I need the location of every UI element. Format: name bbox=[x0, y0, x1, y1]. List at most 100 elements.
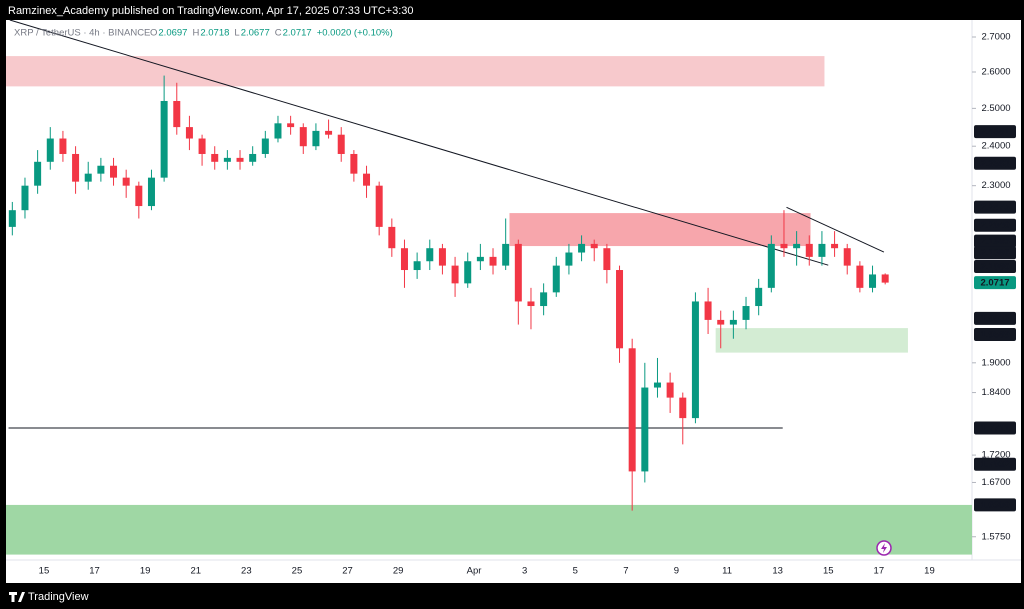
legend-value: 2.0677 bbox=[241, 28, 270, 39]
price-tag bbox=[974, 200, 1016, 214]
candle-body bbox=[578, 243, 586, 253]
candle-body bbox=[527, 301, 535, 307]
price-tag bbox=[974, 276, 1016, 290]
price-tag-label: 2.1665 bbox=[980, 236, 1010, 247]
symbol: XRP / TetherUS · 4h · BINANCE bbox=[14, 28, 150, 39]
x-tick-label: 27 bbox=[342, 566, 353, 577]
candle-body bbox=[717, 319, 725, 325]
x-tick-label: 15 bbox=[823, 566, 834, 577]
candle-body bbox=[110, 165, 118, 178]
candle-body bbox=[325, 130, 333, 135]
price-tag-label: 2.2475 bbox=[980, 202, 1010, 213]
candle-body bbox=[691, 301, 699, 419]
candle-body bbox=[185, 127, 193, 139]
candle-body bbox=[818, 243, 826, 257]
candle-body bbox=[59, 138, 67, 154]
x-tick-label: 29 bbox=[393, 566, 404, 577]
price-tag bbox=[974, 457, 1016, 471]
x-tick-label: Apr bbox=[467, 566, 482, 577]
candle-body bbox=[147, 177, 155, 207]
candle-body bbox=[780, 243, 788, 249]
x-tick-label: 17 bbox=[874, 566, 885, 577]
candle-body bbox=[666, 382, 674, 398]
y-tick-label: 2.5000 bbox=[981, 103, 1010, 114]
y-tick-label: 1.9000 bbox=[981, 357, 1010, 368]
legend-value: 2.0697 bbox=[158, 28, 187, 39]
candle-body bbox=[198, 138, 206, 154]
price-tag bbox=[974, 328, 1016, 342]
y-tick-label: 1.8400 bbox=[981, 387, 1010, 398]
price-tag-label: 2.4381 bbox=[980, 127, 1010, 138]
publisher: Ramzinex_Academy published on TradingVie… bbox=[8, 5, 414, 17]
candle-body bbox=[704, 301, 712, 320]
candle-body bbox=[856, 265, 864, 288]
price-tag bbox=[974, 498, 1016, 512]
legend-key: O bbox=[150, 28, 157, 39]
x-tick-label: 7 bbox=[623, 566, 628, 577]
price-tag-label: 2.1080 bbox=[980, 262, 1009, 273]
candle-body bbox=[767, 243, 775, 288]
price-tag bbox=[974, 311, 1016, 325]
legend-key: C bbox=[275, 28, 282, 39]
candle-body bbox=[476, 256, 484, 262]
candle-body bbox=[400, 248, 408, 271]
candle-body bbox=[299, 127, 307, 147]
candle-body bbox=[375, 185, 383, 227]
x-tick-label: 13 bbox=[772, 566, 783, 577]
candle-body bbox=[8, 210, 16, 227]
candle-body bbox=[337, 134, 345, 154]
price-tag-label: 1.6300 bbox=[980, 500, 1009, 511]
x-tick-label: 23 bbox=[241, 566, 252, 577]
candle-body bbox=[261, 138, 269, 154]
price-tag-label: 2.1396 bbox=[980, 248, 1009, 259]
candle-body bbox=[653, 382, 661, 388]
candle-body bbox=[438, 248, 446, 266]
price-tag-label: 1.7032 bbox=[980, 459, 1009, 470]
candle-body bbox=[843, 248, 851, 266]
zone bbox=[6, 504, 972, 555]
price-tag bbox=[974, 125, 1016, 139]
plot: 2.7000 2.6000 2.5000 2.4000 2.3000 1.9000 1.84… bbox=[6, 19, 1016, 577]
candle-body bbox=[755, 287, 763, 307]
candle-body bbox=[211, 153, 219, 162]
candle-body bbox=[312, 130, 320, 147]
candle-body bbox=[464, 261, 472, 284]
candle-body bbox=[831, 243, 839, 249]
candle-body bbox=[869, 274, 877, 288]
candle-body bbox=[679, 397, 687, 419]
price-tag-label: 2.3563 bbox=[980, 158, 1009, 169]
price-tag-label: 1.9932 bbox=[980, 313, 1009, 324]
candle-body bbox=[274, 123, 282, 139]
legend-value: 2.0718 bbox=[200, 28, 229, 39]
y-tick-label: 2.6000 bbox=[981, 67, 1010, 78]
candle-body bbox=[502, 243, 510, 266]
candle-body bbox=[805, 243, 813, 257]
price-tag bbox=[974, 218, 1016, 232]
candle-body bbox=[552, 265, 560, 293]
x-tick-label: 25 bbox=[292, 566, 303, 577]
logo-mark bbox=[9, 592, 25, 602]
price-tag bbox=[974, 156, 1016, 170]
candle-body bbox=[363, 173, 371, 186]
candle-body bbox=[34, 161, 42, 186]
candle-body bbox=[135, 185, 143, 207]
candle-body bbox=[603, 248, 611, 271]
candle-body bbox=[173, 100, 181, 128]
candle-body bbox=[160, 100, 168, 178]
x-tick-label: 9 bbox=[674, 566, 679, 577]
candle-body bbox=[122, 177, 130, 186]
candle-body bbox=[21, 185, 29, 211]
candle-body bbox=[514, 243, 522, 302]
price-tag-label: 1.9589 bbox=[980, 330, 1009, 341]
legend: XRP / TetherUS · 4h · BINANCE O 2.0697 H 2.… bbox=[14, 28, 393, 39]
candle-body bbox=[84, 173, 92, 182]
zone bbox=[6, 56, 825, 87]
candle-body bbox=[72, 153, 80, 182]
candle-body bbox=[287, 123, 295, 128]
legend-value: 2.0717 bbox=[283, 28, 312, 39]
candle-body bbox=[729, 319, 737, 325]
x-tick-label: 11 bbox=[722, 566, 732, 577]
candle-body bbox=[236, 157, 244, 162]
alert-bolt bbox=[881, 543, 887, 553]
